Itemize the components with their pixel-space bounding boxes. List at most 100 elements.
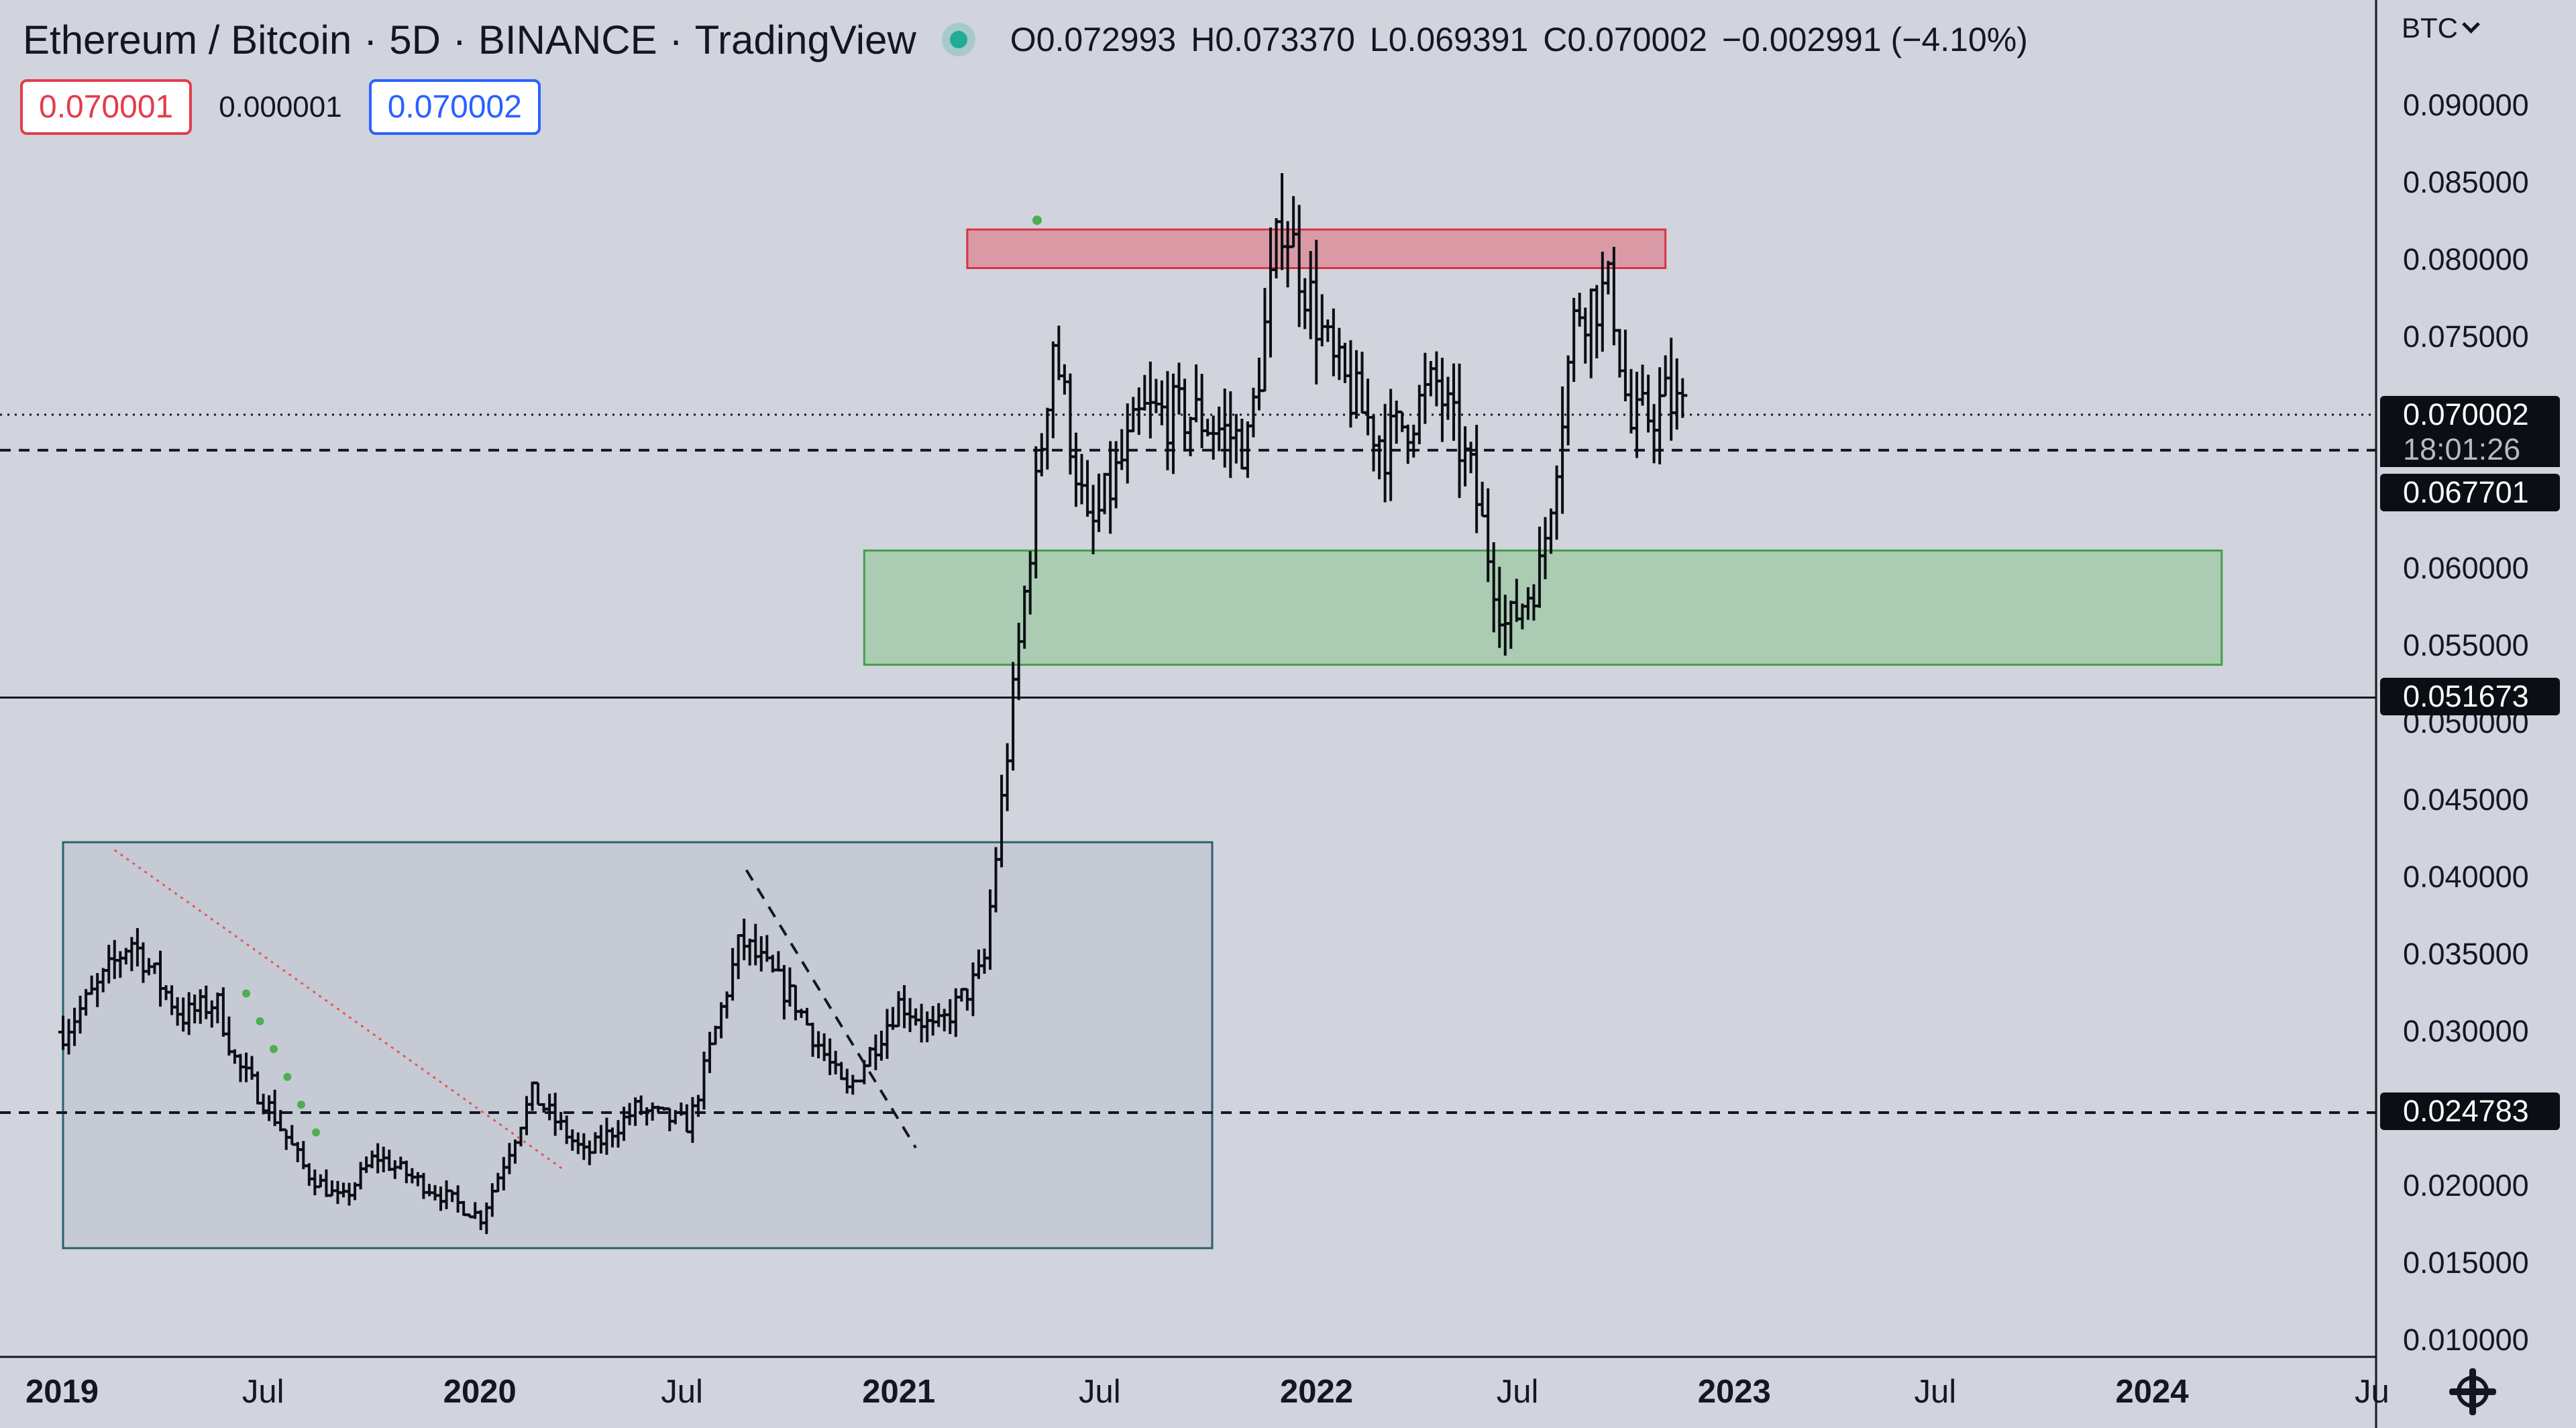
ohlc-bar [1260, 288, 1270, 393]
ohlc-bar [1323, 319, 1333, 342]
price-axis-label: 0.075000 [2403, 319, 2529, 354]
ohlc-bar [1357, 352, 1367, 414]
ohlc-bar [1477, 481, 1487, 517]
time-axis-label: Jul [661, 1374, 703, 1410]
price-axis-label: 0.035000 [2403, 937, 2529, 971]
ohlc-bar [1071, 432, 1081, 507]
price-axis-label: 0.090000 [2403, 88, 2529, 122]
ohlc-bar [1254, 357, 1264, 411]
chevron-down-icon [2462, 15, 2480, 34]
ohlc-bar [1248, 387, 1258, 438]
spread-value: 0.000001 [219, 90, 342, 123]
ohlc-bar [1145, 361, 1155, 439]
ohlc-bar [1409, 424, 1419, 458]
signal-dot [1032, 215, 1042, 225]
ohlc-bar [1054, 325, 1064, 380]
ohlc-bar [1626, 368, 1636, 434]
price-axis-label: 0.060000 [2403, 551, 2529, 585]
ohlc-bar [1002, 743, 1012, 811]
range-zone[interactable] [62, 841, 1214, 1250]
settings-gear-icon[interactable] [2457, 1376, 2489, 1408]
separator: · [669, 17, 683, 62]
time-axis-label: Jul [1079, 1374, 1121, 1410]
ohlc-bar [1328, 308, 1338, 376]
ohlc-bar [1660, 355, 1670, 397]
ohlc-bar [1644, 374, 1654, 433]
signal-dot [297, 1101, 305, 1109]
signal-dot [269, 1045, 278, 1054]
ohlc-low: L0.069391 [1369, 21, 1529, 58]
signal-dot [241, 989, 250, 998]
ohlc-bar [1059, 364, 1069, 395]
ohlc-bar [1036, 433, 1046, 476]
ohlc-bar [1386, 389, 1396, 501]
price-axis-label: 0.080000 [2403, 242, 2529, 276]
ohlc-bar [1363, 378, 1373, 436]
price-axis-label: 0.055000 [2403, 628, 2529, 662]
ohlc-bar [1065, 373, 1075, 475]
ohlc-bar [1208, 415, 1218, 460]
level-tag-lower: 0.024783 [2380, 1092, 2560, 1130]
ohlc-bar [1678, 378, 1688, 418]
ohlc-bar [1368, 414, 1379, 472]
ohlc-bar [1140, 374, 1150, 411]
ohlc-bar [1094, 473, 1104, 532]
source-label: TradingView [694, 17, 916, 62]
ohlc-bar [1574, 293, 1585, 327]
ohlc-bar [1088, 484, 1098, 554]
ohlc-bar [1432, 351, 1442, 407]
symbol-name[interactable]: Ethereum / Bitcoin [23, 17, 352, 62]
ohlc-bar [1083, 460, 1093, 517]
ohlc-bar [1220, 388, 1230, 468]
ohlc-bar [1414, 385, 1424, 445]
ohlc-open: O0.072993 [1010, 21, 1177, 58]
ohlc-bar [1592, 285, 1602, 358]
ohlc-bar [1454, 363, 1464, 499]
ohlc-bar [1460, 426, 1470, 487]
ohlc-bar [1317, 294, 1327, 347]
ohlc-bar [1472, 425, 1482, 533]
countdown-tag: 18:01:26 [2380, 432, 2560, 467]
ohlc-close: C0.070002 [1543, 21, 1707, 58]
time-axis-label: Jul [1496, 1374, 1539, 1410]
ohlc-bar [1620, 329, 1630, 402]
sell-button[interactable]: 0.070001 [20, 79, 193, 135]
ohlc-bar [1151, 378, 1161, 413]
ohlc-bar [1106, 441, 1116, 534]
ohlc-bar [1191, 364, 1201, 423]
time-axis-label: Ju [2355, 1374, 2390, 1410]
trendline-dashed[interactable] [745, 869, 917, 1149]
separator: · [364, 17, 378, 62]
ohlc-bar [1420, 352, 1430, 424]
ohlc-values: O0.072993 H0.073370 L0.069391 C0.070002 … [1010, 20, 2028, 59]
ohlc-high: H0.073370 [1191, 21, 1355, 58]
ohlc-bar [1163, 370, 1173, 470]
ohlc-bar [1466, 442, 1476, 474]
ohlc-bar [1042, 407, 1053, 470]
ohlc-bar [1586, 288, 1596, 378]
ohlc-bar [1638, 364, 1648, 406]
price-axis-label: 0.040000 [2403, 860, 2529, 894]
ohlc-bar [1157, 380, 1167, 425]
currency-selector[interactable]: BTC [2402, 12, 2480, 44]
ohlc-bar [1237, 419, 1247, 470]
signal-dot [256, 1017, 264, 1025]
support-zone[interactable] [863, 549, 2223, 666]
exchange-label: BINANCE [478, 17, 657, 62]
price-axis-label: 0.015000 [2403, 1245, 2529, 1280]
time-axis-label: Jul [241, 1374, 284, 1410]
ohlc-bar [1351, 350, 1361, 419]
separator: · [452, 17, 466, 62]
ohlc-bar [1380, 403, 1390, 503]
interval-label[interactable]: 5D [389, 17, 441, 62]
price-axis-label: 0.085000 [2403, 165, 2529, 199]
market-status-icon [949, 31, 967, 48]
buy-button[interactable]: 0.070002 [368, 79, 541, 135]
level-tag-mid: 0.051673 [2380, 678, 2560, 715]
time-axis-label: 2019 [25, 1374, 99, 1410]
ohlc-bar [1563, 355, 1573, 446]
ohlc-bar [1443, 376, 1453, 420]
signal-dot [283, 1072, 292, 1081]
price-axis-label: 0.020000 [2403, 1168, 2529, 1203]
